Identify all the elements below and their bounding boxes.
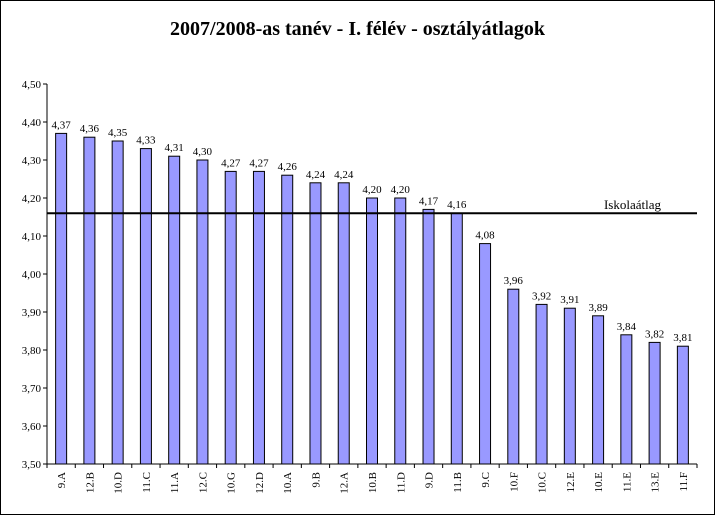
data-label: 4,35 <box>108 127 128 139</box>
bar <box>592 315 605 465</box>
data-label: 4,20 <box>362 184 382 196</box>
bar <box>422 208 435 465</box>
bar <box>648 341 661 465</box>
data-label: 3,92 <box>532 290 551 302</box>
y-axis: 3,50 3,60 3,70 3,80 3,90 4,00 4,10 4,20 4,30 4,40… <box>22 79 48 471</box>
y-tick-label: 4,30 <box>22 155 42 167</box>
data-label: 4,24 <box>306 169 326 181</box>
x-tick-label: 9.A <box>56 472 68 488</box>
x-tick-label: 11.D <box>395 472 407 493</box>
bar <box>139 148 152 465</box>
y-tick-label: 3,70 <box>22 383 42 395</box>
y-tick-label: 3,90 <box>22 307 42 319</box>
x-tick-label: 10.A <box>282 472 294 494</box>
bar <box>281 174 294 465</box>
x-tick-label: 10.B <box>367 472 379 493</box>
bar <box>252 170 265 465</box>
bar <box>83 136 96 465</box>
data-label: 4,27 <box>221 157 241 169</box>
y-tick-label: 4,40 <box>22 117 42 129</box>
bar <box>55 132 68 465</box>
x-tick-label: 9.B <box>310 472 322 488</box>
bar <box>676 345 689 465</box>
data-labels: 4,37 4,36 4,35 4,33 4,31 4,30 4,27 4,27 4,26 4,24… <box>52 119 693 344</box>
x-tick-label: 10.D <box>113 472 125 494</box>
x-tick-label: 12.E <box>565 472 577 493</box>
reference-line-group: Iskolaátlag <box>47 197 697 215</box>
x-axis: 9.A 12.B 10.D 11.C 11.A 12.C 10.G 12.D 10.A 9.B 12… <box>46 463 698 494</box>
bar <box>224 170 237 465</box>
bar <box>479 243 492 465</box>
data-label: 3,89 <box>588 302 608 314</box>
x-tick-label: 10.G <box>226 472 238 494</box>
bar <box>168 155 181 465</box>
x-tick-label: 9.D <box>424 472 436 488</box>
bar <box>563 307 576 465</box>
x-tick-label: 13.E <box>650 472 662 493</box>
data-label: 4,24 <box>334 169 354 181</box>
x-tick-label: 12.C <box>197 472 209 493</box>
data-label: 3,81 <box>673 332 692 344</box>
x-tick-label: 10.E <box>593 472 605 493</box>
bar <box>111 140 124 465</box>
bar <box>507 288 520 465</box>
bar <box>394 197 407 465</box>
data-label: 4,37 <box>52 119 72 131</box>
bar <box>309 182 322 465</box>
x-tick-label: 12.D <box>254 472 266 494</box>
x-tick-label: 11.A <box>169 472 181 493</box>
reference-line-label: Iskolaátlag <box>604 197 662 212</box>
data-label: 4,30 <box>193 146 213 158</box>
data-label: 4,31 <box>165 142 184 154</box>
x-tick-label: 11.E <box>621 472 633 492</box>
data-label: 4,16 <box>447 199 467 211</box>
chart-title: 2007/2008-as tanév - I. félév - osztályá… <box>170 18 545 40</box>
data-label: 4,17 <box>419 195 439 207</box>
data-label: 3,96 <box>504 275 524 287</box>
y-tick-label: 3,80 <box>22 345 42 357</box>
data-label: 4,20 <box>391 184 411 196</box>
bar <box>366 197 378 465</box>
x-tick-label: 9.C <box>480 472 492 488</box>
x-tick-label: 10.C <box>537 472 549 493</box>
x-tick-label: 11.F <box>678 472 690 491</box>
data-label: 4,08 <box>475 230 495 242</box>
y-tick-label: 4,00 <box>22 269 42 281</box>
bar <box>196 159 209 465</box>
data-label: 3,82 <box>645 328 664 340</box>
x-tick-label: 10.F <box>508 472 520 492</box>
y-tick-label: 3,60 <box>22 421 42 433</box>
bars <box>55 132 689 465</box>
y-tick-label: 4,50 <box>22 79 42 91</box>
bar <box>450 212 463 465</box>
data-label: 3,91 <box>560 294 579 306</box>
x-tick-label: 11.B <box>452 472 464 493</box>
x-tick-label: 11.C <box>141 472 153 493</box>
data-label: 4,36 <box>80 123 100 135</box>
x-tick-label: 12.B <box>84 472 96 493</box>
data-label: 4,33 <box>136 135 156 147</box>
bar <box>620 334 633 465</box>
bar <box>535 303 548 465</box>
bar <box>337 182 350 465</box>
data-label: 4,26 <box>278 161 298 173</box>
y-tick-label: 4,20 <box>22 193 42 205</box>
y-tick-label: 4,10 <box>22 231 42 243</box>
data-label: 4,27 <box>249 157 269 169</box>
data-label: 3,84 <box>617 321 637 333</box>
x-tick-label: 12.A <box>339 472 351 494</box>
y-tick-label: 3,50 <box>22 459 42 471</box>
